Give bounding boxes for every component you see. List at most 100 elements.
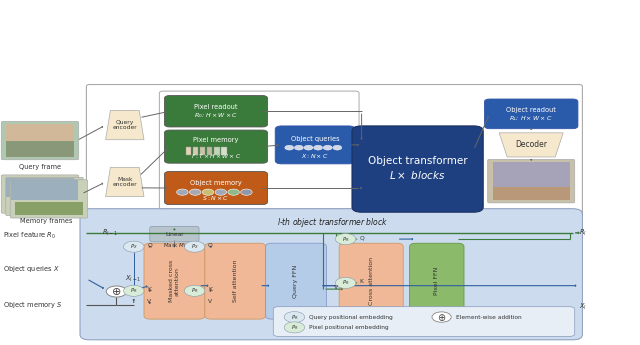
FancyBboxPatch shape xyxy=(164,96,268,127)
Circle shape xyxy=(215,189,227,195)
Text: Mask
encoder: Mask encoder xyxy=(113,177,137,187)
FancyBboxPatch shape xyxy=(80,209,582,340)
Text: K: K xyxy=(208,287,212,292)
Text: Masked cross
attention: Masked cross attention xyxy=(169,260,180,302)
Bar xyxy=(11,180,78,200)
Text: Query frame: Query frame xyxy=(19,164,61,170)
Text: Mask $M_l$: Mask $M_l$ xyxy=(163,241,186,250)
Text: $R_{l-1}$: $R_{l-1}$ xyxy=(102,228,118,238)
FancyBboxPatch shape xyxy=(484,99,578,129)
Circle shape xyxy=(124,241,144,252)
Circle shape xyxy=(124,285,144,296)
Circle shape xyxy=(228,189,239,195)
Circle shape xyxy=(184,285,205,296)
FancyBboxPatch shape xyxy=(150,226,199,242)
Text: V: V xyxy=(334,285,338,290)
Text: $P_R$: $P_R$ xyxy=(191,286,198,295)
FancyBboxPatch shape xyxy=(164,171,268,205)
Text: Object readout: Object readout xyxy=(506,107,556,113)
Bar xyxy=(186,147,191,155)
Bar xyxy=(221,147,227,155)
Text: Object memory: Object memory xyxy=(190,179,242,186)
FancyBboxPatch shape xyxy=(86,85,582,216)
Text: Memory frames: Memory frames xyxy=(20,218,73,224)
Polygon shape xyxy=(106,167,144,197)
Bar xyxy=(207,147,212,155)
FancyBboxPatch shape xyxy=(273,307,575,336)
Text: Object queries $X$: Object queries $X$ xyxy=(3,264,60,274)
Circle shape xyxy=(202,189,214,195)
Text: Object transformer: Object transformer xyxy=(368,157,467,166)
Circle shape xyxy=(284,312,305,323)
Text: $P_R$: $P_R$ xyxy=(342,235,349,244)
Text: Pixel FFN: Pixel FFN xyxy=(435,267,439,295)
Circle shape xyxy=(285,145,294,150)
FancyBboxPatch shape xyxy=(10,180,88,218)
Text: $\oplus$: $\oplus$ xyxy=(111,286,122,297)
Text: $X_l$: $X_l$ xyxy=(579,302,588,312)
FancyBboxPatch shape xyxy=(1,175,79,213)
Text: $P_R$: $P_R$ xyxy=(291,323,298,332)
FancyBboxPatch shape xyxy=(6,177,83,216)
Text: $R_l$: $R_l$ xyxy=(579,228,587,238)
Circle shape xyxy=(189,189,201,195)
Text: $X: N\times C$: $X: N\times C$ xyxy=(301,152,329,160)
Circle shape xyxy=(184,241,205,252)
FancyBboxPatch shape xyxy=(164,130,268,163)
Text: Query positional embedding: Query positional embedding xyxy=(309,315,393,319)
Text: $F: T\times H\times W\times C$: $F: T\times H\times W\times C$ xyxy=(191,152,241,160)
FancyBboxPatch shape xyxy=(205,243,266,319)
Polygon shape xyxy=(499,133,563,157)
Text: V: V xyxy=(147,299,151,304)
Text: $P_X$: $P_X$ xyxy=(191,242,198,251)
Text: Q: Q xyxy=(360,236,364,240)
Bar xyxy=(493,187,570,200)
Text: Pixel feature $R_0$: Pixel feature $R_0$ xyxy=(3,231,56,241)
FancyBboxPatch shape xyxy=(339,243,403,319)
Text: $R_L$: $H\times W\times C$: $R_L$: $H\times W\times C$ xyxy=(509,114,553,123)
Bar xyxy=(193,147,198,155)
Text: $L\times$ blocks: $L\times$ blocks xyxy=(389,169,446,181)
Circle shape xyxy=(106,286,127,297)
Bar xyxy=(493,162,570,200)
Circle shape xyxy=(304,145,313,150)
Text: $P_R$: $P_R$ xyxy=(291,313,298,322)
Circle shape xyxy=(333,145,342,150)
Circle shape xyxy=(335,234,356,245)
Text: Object queries: Object queries xyxy=(291,136,339,142)
Polygon shape xyxy=(90,207,573,214)
Text: $S: N\times C$: $S: N\times C$ xyxy=(202,194,230,202)
Circle shape xyxy=(284,322,305,333)
Bar xyxy=(6,178,74,197)
Bar xyxy=(15,202,83,215)
FancyBboxPatch shape xyxy=(144,243,205,319)
Bar xyxy=(6,197,74,210)
Text: $P_X$: $P_X$ xyxy=(130,242,138,251)
Text: Linear: Linear xyxy=(165,231,184,237)
Text: Query
encoder: Query encoder xyxy=(113,120,137,130)
Circle shape xyxy=(241,189,252,195)
Text: Self attention: Self attention xyxy=(233,260,237,303)
Circle shape xyxy=(432,312,451,322)
FancyBboxPatch shape xyxy=(488,159,575,203)
FancyBboxPatch shape xyxy=(275,126,355,164)
Text: $R_0$: $H\times W\times C$: $R_0$: $H\times W\times C$ xyxy=(194,111,238,120)
FancyBboxPatch shape xyxy=(1,121,79,160)
Text: Q: Q xyxy=(147,243,152,247)
Text: Pixel positional embedding: Pixel positional embedding xyxy=(309,325,388,330)
Text: $l$-th object transformer block: $l$-th object transformer block xyxy=(277,216,388,229)
Text: $\oplus$: $\oplus$ xyxy=(437,312,446,323)
Text: Decoder: Decoder xyxy=(515,140,547,149)
Text: K: K xyxy=(360,279,364,284)
Bar xyxy=(6,141,74,157)
Text: Pixel memory: Pixel memory xyxy=(193,137,239,144)
Circle shape xyxy=(294,145,303,150)
Circle shape xyxy=(177,189,188,195)
Text: $P_R$: $P_R$ xyxy=(342,278,349,287)
Text: Element-wise addition: Element-wise addition xyxy=(456,315,522,319)
Text: V: V xyxy=(208,299,212,304)
FancyBboxPatch shape xyxy=(352,126,483,212)
FancyBboxPatch shape xyxy=(410,243,464,319)
Circle shape xyxy=(335,277,356,288)
Text: $X_{l-1}$: $X_{l-1}$ xyxy=(125,274,141,284)
